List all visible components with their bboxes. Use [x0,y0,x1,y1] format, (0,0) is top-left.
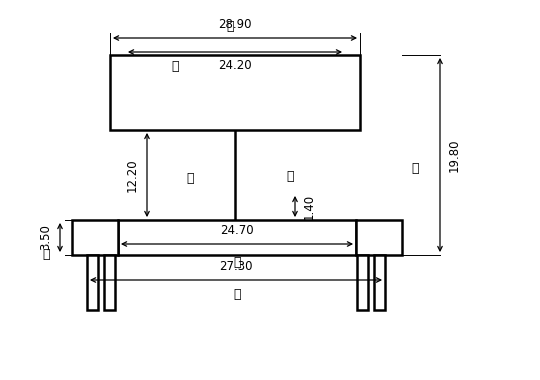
Text: 19.80: 19.80 [448,138,461,172]
Bar [110,55,360,130]
Bar [357,255,368,310]
Bar [356,220,402,255]
Text: ⓞ: ⓞ [233,255,241,269]
Text: ⓘ: ⓘ [42,249,50,261]
Text: 12.20: 12.20 [126,158,139,192]
Text: 24.70: 24.70 [220,224,254,237]
Text: ⓟ: ⓟ [233,288,241,301]
Bar [104,255,115,310]
Text: 3.50: 3.50 [39,225,52,250]
Bar [87,255,98,310]
Text: ⓚ: ⓚ [171,60,179,73]
Text: ⓝ: ⓝ [411,162,418,174]
Text: 24.20: 24.20 [218,59,252,72]
Text: 28.90: 28.90 [218,18,252,31]
Bar [374,255,385,310]
Text: ⓜ: ⓜ [286,171,294,184]
Bar [72,220,118,255]
Text: ⓛ: ⓛ [186,171,194,185]
Text: 27.30: 27.30 [219,260,253,273]
Text: 1.40: 1.40 [303,193,316,220]
Text: ⓙ: ⓙ [226,21,234,33]
Bar [118,220,356,255]
